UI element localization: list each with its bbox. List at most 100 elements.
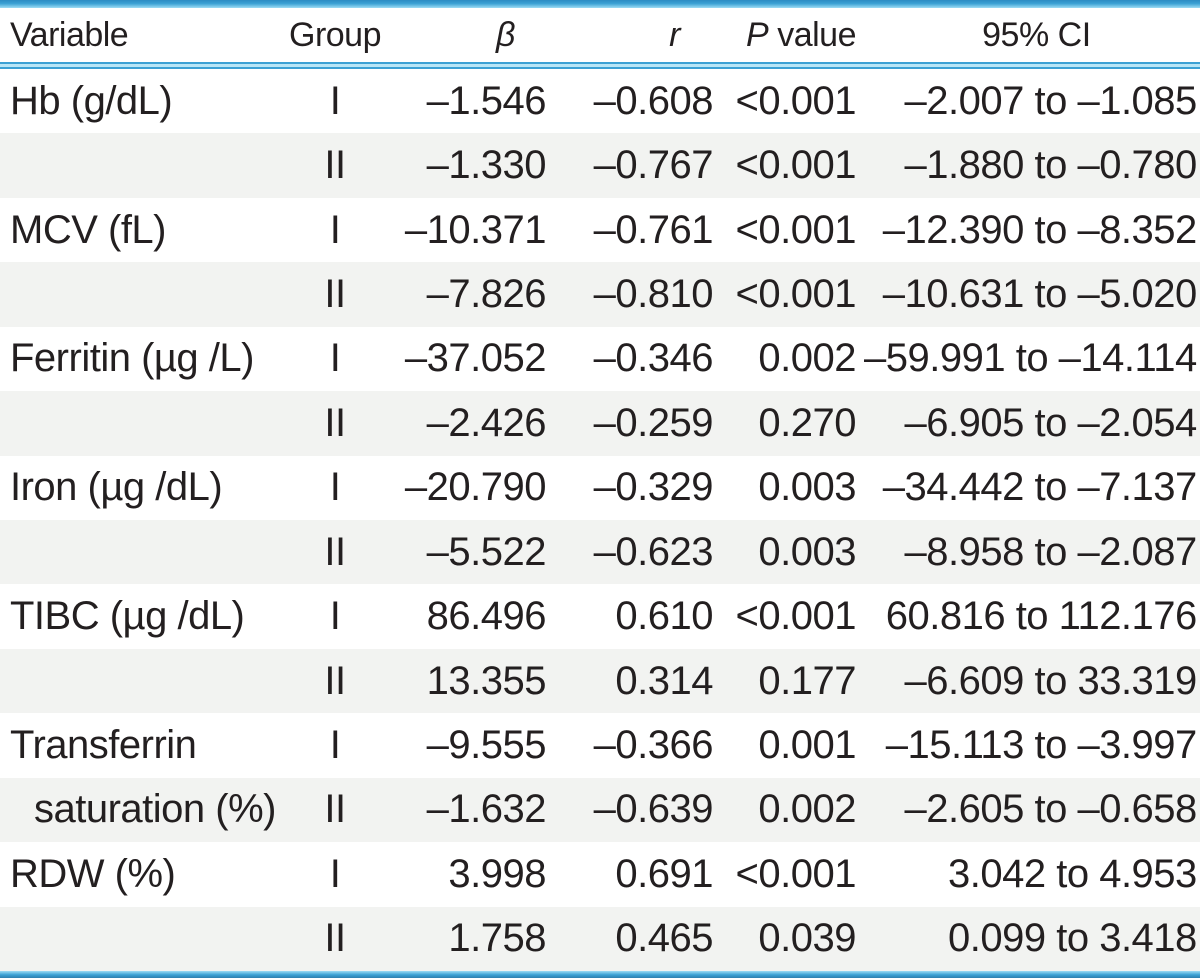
table-row: Transferrin I –9.555 –0.366 0.001 –15.11… <box>0 713 1200 778</box>
p-value-rest: value <box>777 15 856 54</box>
cell-p-value: <0.001 <box>735 594 857 639</box>
cell-beta: –10.371 <box>404 207 547 252</box>
table-bottom-rule <box>0 971 1200 978</box>
cell-beta: –1.330 <box>426 143 547 188</box>
cell-group: II <box>324 143 346 188</box>
cell-p-value: 0.002 <box>758 336 856 381</box>
cell-p-value: <0.001 <box>735 143 857 188</box>
cell-beta: –37.052 <box>404 336 547 381</box>
cell-p-value: 0.002 <box>758 787 856 832</box>
cell-p-value: <0.001 <box>735 207 857 252</box>
table-row: II 13.355 0.314 0.177 –6.609 to 33.319 <box>0 648 1200 714</box>
cell-ci: –2.605 to –0.658 <box>904 787 1198 832</box>
cell-r: –0.761 <box>593 207 714 252</box>
cell-variable: Ferritin (µg /L) <box>10 336 254 381</box>
cell-group: I <box>329 465 341 510</box>
table-row: RDW (%) I 3.998 0.691 <0.001 3.042 to 4.… <box>0 842 1200 907</box>
cell-p-value: <0.001 <box>735 851 857 896</box>
cell-group: I <box>329 78 341 123</box>
cell-ci: –12.390 to –8.352 <box>882 207 1198 252</box>
table-row: Hb (g/dL) I –1.546 –0.608 <0.001 –2.007 … <box>0 69 1200 134</box>
cell-ci: –15.113 to –3.997 <box>885 722 1198 767</box>
table-top-rule <box>0 0 1200 8</box>
column-header-r: r <box>669 15 680 54</box>
table-row: TIBC (µg /dL) I 86.496 0.610 <0.001 60.8… <box>0 584 1200 649</box>
cell-r: 0.610 <box>615 594 713 639</box>
cell-p-value: 0.003 <box>758 529 856 574</box>
cell-p-value: <0.001 <box>735 271 857 316</box>
cell-r: –0.639 <box>593 787 714 832</box>
cell-r: –0.767 <box>593 143 714 188</box>
cell-beta: 3.998 <box>448 851 546 896</box>
column-header-beta: β <box>496 15 515 54</box>
table-row: II –2.426 –0.259 0.270 –6.905 to –2.054 <box>0 391 1200 456</box>
cell-p-value: 0.270 <box>758 400 856 445</box>
column-header-group: Group <box>289 15 382 54</box>
cell-group: II <box>324 271 346 316</box>
cell-variable: TIBC (µg /dL) <box>10 594 245 639</box>
p-value-italic-p: P <box>746 15 769 54</box>
cell-ci: –10.631 to –5.020 <box>882 271 1198 316</box>
table-row: II –1.330 –0.767 <0.001 –1.880 to –0.780 <box>0 133 1200 198</box>
cell-ci: –59.991 to –14.114 <box>864 336 1197 381</box>
cell-group: II <box>324 658 346 703</box>
column-header-ci: 95% CI <box>982 15 1091 54</box>
cell-beta: –1.632 <box>426 787 547 832</box>
cell-beta: 13.355 <box>426 658 547 703</box>
cell-ci: –6.905 to –2.054 <box>904 400 1198 445</box>
table-row: saturation (%) II –1.632 –0.639 0.002 –2… <box>0 777 1200 843</box>
cell-r: –0.623 <box>593 529 714 574</box>
cell-ci: 0.099 to 3.418 <box>948 916 1197 961</box>
cell-ci: –1.880 to –0.780 <box>904 143 1198 188</box>
cell-beta: 86.496 <box>426 594 547 639</box>
cell-p-value: 0.177 <box>758 658 856 703</box>
cell-r: 0.691 <box>615 851 713 896</box>
cell-beta: –5.522 <box>426 529 547 574</box>
cell-r: –0.259 <box>593 400 714 445</box>
table-row: II –7.826 –0.810 <0.001 –10.631 to –5.02… <box>0 262 1200 327</box>
cell-group: II <box>324 400 346 445</box>
table-row: Ferritin (µg /L) I –37.052 –0.346 0.002 … <box>0 326 1200 392</box>
cell-group: I <box>329 336 341 381</box>
cell-ci: –6.609 to 33.319 <box>904 658 1198 703</box>
cell-group: I <box>329 207 341 252</box>
table-row: MCV (fL) I –10.371 –0.761 <0.001 –12.390… <box>0 197 1200 263</box>
cell-p-value: 0.001 <box>758 722 856 767</box>
cell-beta: –1.546 <box>426 78 547 123</box>
cell-variable: RDW (%) <box>10 851 176 896</box>
cell-r: –0.366 <box>593 722 714 767</box>
cell-ci: –8.958 to –2.087 <box>904 529 1198 574</box>
cell-group: I <box>329 851 341 896</box>
cell-beta: 1.758 <box>448 916 546 961</box>
cell-variable: Transferrin <box>10 722 197 767</box>
cell-group: II <box>324 916 346 961</box>
table-header-rule <box>0 62 1200 69</box>
cell-beta: –2.426 <box>426 400 547 445</box>
cell-beta: –7.826 <box>426 271 547 316</box>
cell-variable: saturation (%) <box>34 787 276 832</box>
cell-ci: –2.007 to –1.085 <box>904 78 1198 123</box>
cell-r: –0.810 <box>593 271 714 316</box>
cell-variable: Iron (µg /dL) <box>10 465 223 510</box>
cell-group: I <box>329 594 341 639</box>
column-header-variable: Variable <box>10 15 129 54</box>
table-row: II 1.758 0.465 0.039 0.099 to 3.418 <box>0 906 1200 971</box>
cell-beta: –9.555 <box>426 722 547 767</box>
cell-p-value: 0.039 <box>758 916 856 961</box>
cell-r: 0.314 <box>615 658 713 703</box>
cell-group: I <box>329 722 341 767</box>
cell-variable: Hb (g/dL) <box>10 78 173 123</box>
cell-variable: MCV (fL) <box>10 207 167 252</box>
cell-group: II <box>324 787 346 832</box>
cell-p-value: 0.003 <box>758 465 856 510</box>
cell-r: 0.465 <box>615 916 713 961</box>
cell-r: –0.346 <box>593 336 714 381</box>
cell-ci: 60.816 to 112.176 <box>885 594 1198 639</box>
cell-r: –0.608 <box>593 78 714 123</box>
cell-ci: –34.442 to –7.137 <box>882 465 1198 510</box>
table-row: II –5.522 –0.623 0.003 –8.958 to –2.087 <box>0 520 1200 585</box>
cell-group: II <box>324 529 346 574</box>
